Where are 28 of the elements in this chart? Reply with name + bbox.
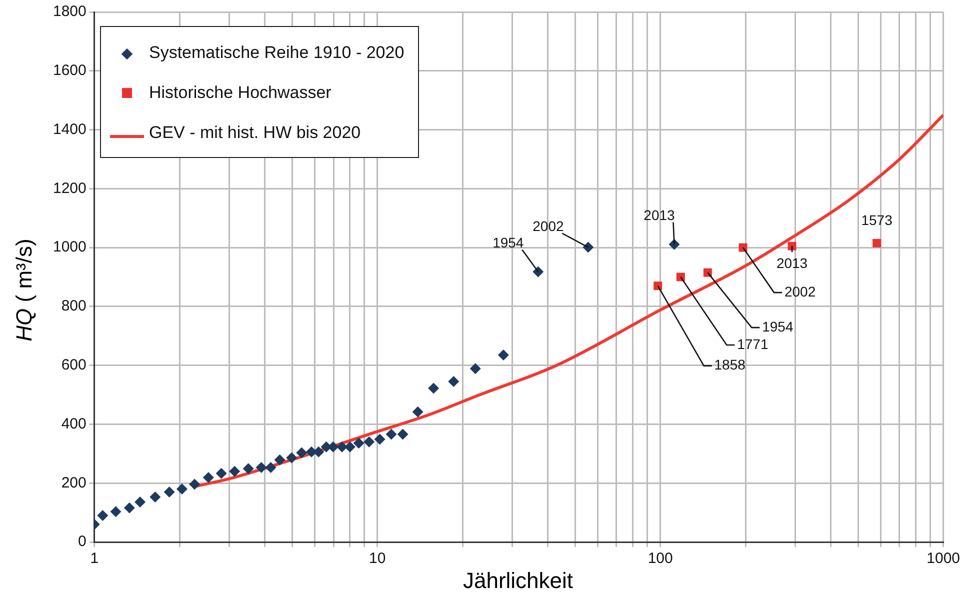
x-tick-label: 1 (90, 550, 99, 568)
annotation: 1954 (762, 318, 794, 334)
legend-label: GEV - mit hist. HW bis 2020 (149, 123, 361, 143)
x-tick-label: 1000 (926, 550, 960, 568)
annotation: 2002 (532, 218, 564, 234)
y-tick-label: 200 (61, 474, 86, 492)
y-tick-label: 0 (78, 533, 86, 550)
y-tick-label: 600 (61, 356, 86, 374)
annotation: 2013 (776, 254, 808, 271)
y-tick-label: 1600 (52, 62, 86, 80)
y-tick-label: 400 (61, 415, 86, 432)
x-tick-label: 100 (648, 550, 673, 568)
y-tick-label: 800 (61, 298, 86, 315)
y-tick-label: 1000 (52, 238, 86, 256)
annotation: 1573 (861, 212, 893, 228)
annotation: 2002 (784, 283, 816, 300)
y-tick-label: 1800 (52, 3, 86, 20)
legend-label: Historische Hochwasser (149, 83, 332, 103)
y-axis-title: HQ ( m³/s) (12, 238, 37, 342)
annotation: 1771 (737, 336, 768, 352)
x-axis-title: Jährlichkeit (462, 568, 574, 594)
y-tick-label: 1400 (52, 120, 86, 138)
x-tick-label: 10 (369, 550, 386, 568)
legend-label: Systematische Reihe 1910 - 2020 (149, 43, 404, 63)
annotation: 2013 (644, 207, 676, 224)
y-tick-label: 1200 (52, 180, 86, 197)
annotation: 1858 (714, 356, 746, 373)
annotation: 1954 (492, 234, 524, 251)
